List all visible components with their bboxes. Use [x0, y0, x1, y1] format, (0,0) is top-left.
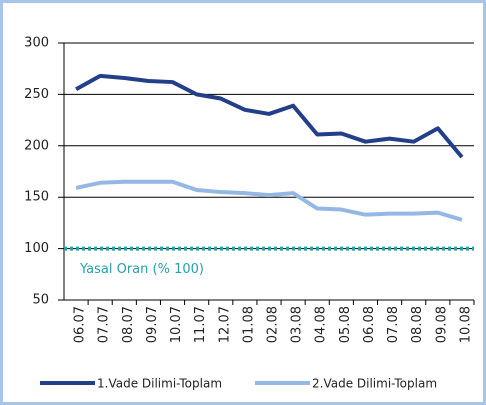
reference-label: Yasal Oran (% 100) — [79, 262, 204, 277]
y-tick-label: 250 — [24, 87, 49, 102]
series-line — [75, 179, 463, 222]
x-tick-label: 12.07 — [217, 306, 232, 343]
y-tick-label: 100 — [24, 241, 49, 256]
x-tick-label: 08.07 — [121, 306, 136, 343]
x-tick-label: 09.07 — [145, 306, 160, 343]
y-tick-label: 200 — [24, 138, 49, 153]
x-tick-label: 03.08 — [290, 306, 305, 343]
legend-label: 1.Vade Dilimi-Toplam — [97, 377, 222, 391]
y-tick-label: 150 — [24, 190, 49, 205]
x-tick-label: 01.08 — [241, 306, 256, 343]
y-tick-label: 300 — [24, 36, 49, 51]
x-tick-label: 06.07 — [73, 306, 88, 343]
x-tick-label: 10.08 — [458, 306, 473, 343]
x-tick-label: 04.08 — [314, 306, 329, 343]
x-tick-label: 07.08 — [386, 306, 401, 343]
x-tick-label: 06.08 — [362, 306, 377, 343]
x-tick-label: 05.08 — [338, 306, 353, 343]
x-tick-label: 08.08 — [410, 306, 425, 343]
x-tick-label: 02.08 — [266, 306, 281, 343]
y-tick-label: 50 — [32, 293, 49, 308]
x-tick-label: 07.07 — [97, 306, 112, 343]
x-tick-label: 10.07 — [169, 306, 184, 343]
x-tick-label: 09.08 — [434, 306, 449, 343]
legend-label: 2.Vade Dilimi-Toplam — [312, 377, 437, 391]
x-tick-label: 11.07 — [193, 306, 208, 343]
series-line — [75, 73, 464, 159]
